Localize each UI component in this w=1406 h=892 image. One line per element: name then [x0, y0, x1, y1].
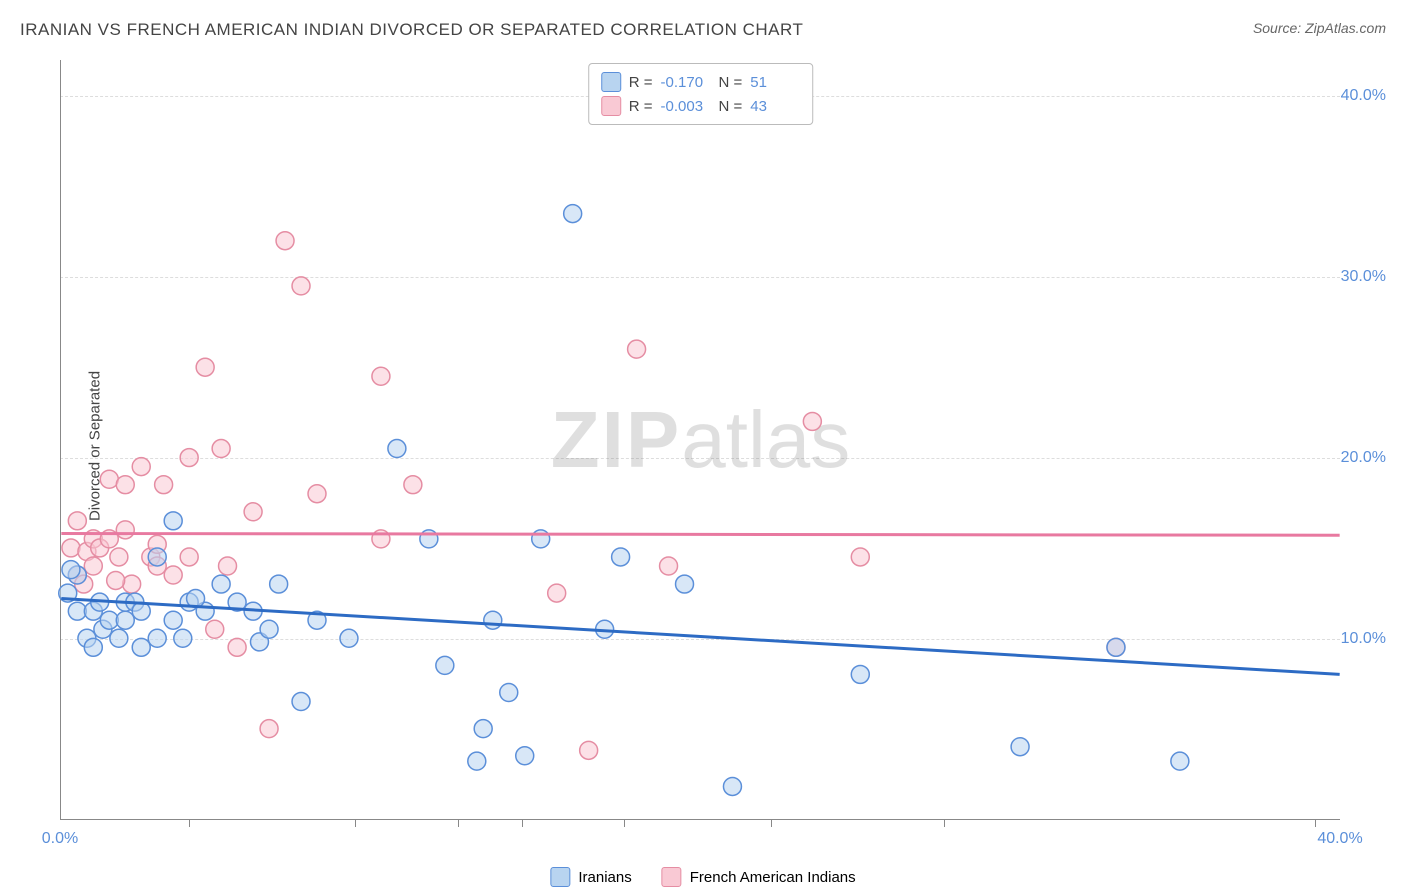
data-point	[62, 539, 80, 557]
data-point	[580, 741, 598, 759]
data-point	[292, 277, 310, 295]
data-point	[851, 665, 869, 683]
data-point	[155, 476, 173, 494]
source-attribution: Source: ZipAtlas.com	[1253, 20, 1386, 36]
data-point	[1011, 738, 1029, 756]
y-tick-label: 10.0%	[1341, 630, 1386, 648]
data-point	[270, 575, 288, 593]
data-point	[340, 629, 358, 647]
data-point	[212, 440, 230, 458]
data-point	[564, 205, 582, 223]
chart-title: IRANIAN VS FRENCH AMERICAN INDIAN DIVORC…	[20, 20, 803, 40]
data-point	[276, 232, 294, 250]
bottom-legend: Iranians French American Indians	[550, 867, 855, 887]
data-point	[212, 575, 230, 593]
data-point	[110, 548, 128, 566]
x-tick-mark	[1315, 819, 1316, 827]
data-point	[107, 571, 125, 589]
data-point	[516, 747, 534, 765]
data-point	[244, 503, 262, 521]
y-tick-label: 20.0%	[1341, 449, 1386, 467]
legend-item-french: French American Indians	[662, 867, 856, 887]
data-point	[196, 358, 214, 376]
data-point	[260, 620, 278, 638]
data-point	[260, 720, 278, 738]
trendline	[61, 533, 1339, 535]
data-point	[123, 575, 141, 593]
data-point	[660, 557, 678, 575]
data-point	[116, 611, 134, 629]
data-point	[851, 548, 869, 566]
x-tick-mark	[355, 819, 356, 827]
x-tick-mark	[771, 819, 772, 827]
data-point	[164, 512, 182, 530]
data-point	[84, 638, 102, 656]
x-tick-label: 40.0%	[1317, 830, 1362, 848]
data-point	[116, 521, 134, 539]
data-point	[180, 548, 198, 566]
legend-swatch-iranians-icon	[550, 867, 570, 887]
legend-swatch-french-icon	[662, 867, 682, 887]
legend-label-french: French American Indians	[690, 869, 856, 886]
data-point	[68, 512, 86, 530]
data-point	[484, 611, 502, 629]
data-point	[388, 440, 406, 458]
data-point	[292, 693, 310, 711]
data-point	[228, 638, 246, 656]
data-point	[148, 629, 166, 647]
chart-container: IRANIAN VS FRENCH AMERICAN INDIAN DIVORC…	[0, 0, 1406, 892]
data-point	[132, 638, 150, 656]
data-point	[180, 449, 198, 467]
data-point	[803, 412, 821, 430]
data-point	[148, 548, 166, 566]
data-point	[500, 684, 518, 702]
data-point	[206, 620, 224, 638]
data-point	[372, 367, 390, 385]
data-point	[219, 557, 237, 575]
data-point	[436, 656, 454, 674]
legend-item-iranians: Iranians	[550, 867, 631, 887]
x-tick-mark	[458, 819, 459, 827]
data-point	[308, 485, 326, 503]
x-tick-mark	[522, 819, 523, 827]
data-point	[404, 476, 422, 494]
data-point	[84, 557, 102, 575]
legend-label-iranians: Iranians	[578, 869, 631, 886]
data-point	[116, 476, 134, 494]
x-tick-label: 0.0%	[42, 830, 78, 848]
data-point	[532, 530, 550, 548]
data-point	[628, 340, 646, 358]
data-point	[612, 548, 630, 566]
y-tick-label: 40.0%	[1341, 87, 1386, 105]
data-point	[468, 752, 486, 770]
data-point	[110, 629, 128, 647]
data-point	[174, 629, 192, 647]
x-tick-mark	[944, 819, 945, 827]
x-tick-mark	[624, 819, 625, 827]
data-point	[132, 458, 150, 476]
data-point	[1171, 752, 1189, 770]
plot-area: R = -0.170 N = 51 R = -0.003 N = 43 ZIPa…	[60, 60, 1340, 820]
data-point	[164, 611, 182, 629]
data-point	[474, 720, 492, 738]
data-point	[1107, 638, 1125, 656]
data-point	[548, 584, 566, 602]
y-tick-label: 30.0%	[1341, 268, 1386, 286]
scatter-plot	[61, 60, 1340, 819]
x-tick-mark	[189, 819, 190, 827]
data-point	[164, 566, 182, 584]
data-point	[723, 777, 741, 795]
data-point	[676, 575, 694, 593]
data-point	[62, 561, 80, 579]
